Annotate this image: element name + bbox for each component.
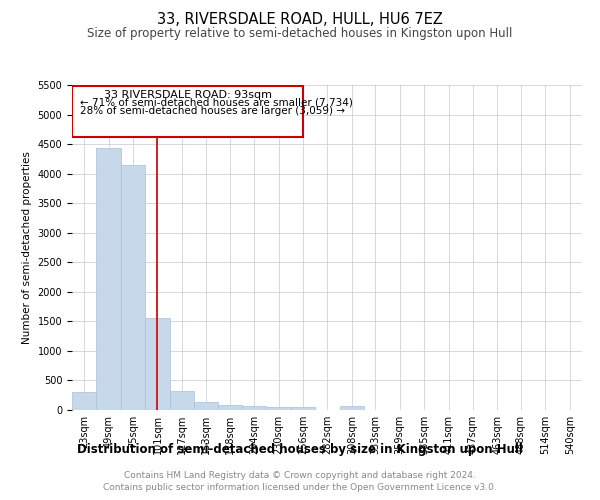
FancyBboxPatch shape <box>72 86 303 137</box>
Bar <box>97 148 121 410</box>
Bar <box>72 392 97 410</box>
Text: Size of property relative to semi-detached houses in Kingston upon Hull: Size of property relative to semi-detach… <box>88 28 512 40</box>
Text: 28% of semi-detached houses are larger (3,059) →: 28% of semi-detached houses are larger (… <box>80 106 344 117</box>
Text: Contains public sector information licensed under the Open Government Licence v3: Contains public sector information licen… <box>103 484 497 492</box>
Text: 33 RIVERSDALE ROAD: 93sqm: 33 RIVERSDALE ROAD: 93sqm <box>104 90 272 100</box>
Bar <box>145 318 170 410</box>
Bar <box>242 406 266 410</box>
Bar <box>121 165 145 410</box>
Bar <box>218 406 242 410</box>
Text: 33, RIVERSDALE ROAD, HULL, HU6 7EZ: 33, RIVERSDALE ROAD, HULL, HU6 7EZ <box>157 12 443 28</box>
Text: ← 71% of semi-detached houses are smaller (7,734): ← 71% of semi-detached houses are smalle… <box>80 98 352 108</box>
Bar <box>340 406 364 410</box>
Text: Contains HM Land Registry data © Crown copyright and database right 2024.: Contains HM Land Registry data © Crown c… <box>124 471 476 480</box>
Bar <box>266 407 291 410</box>
Bar <box>194 402 218 410</box>
Text: Distribution of semi-detached houses by size in Kingston upon Hull: Distribution of semi-detached houses by … <box>77 442 523 456</box>
Y-axis label: Number of semi-detached properties: Number of semi-detached properties <box>22 151 32 344</box>
Bar <box>291 407 315 410</box>
Bar <box>170 391 194 410</box>
